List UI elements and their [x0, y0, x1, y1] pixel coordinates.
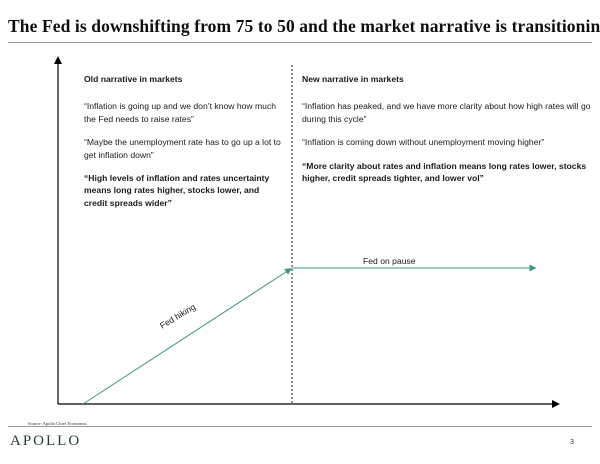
fed-hiking-arrow — [82, 268, 292, 405]
fed-pause-label: Fed on pause — [363, 256, 416, 266]
page-number: 3 — [570, 439, 574, 446]
old-narrative-quote-1: “Inflation is going up and we don’t know… — [84, 101, 277, 124]
title-divider — [8, 42, 592, 43]
new-narrative-column: New narrative in markets “Inflation has … — [302, 73, 594, 184]
source-note: Source: Apollo Chief Economist — [28, 421, 87, 426]
apollo-logo: APOLLO — [10, 433, 82, 449]
new-narrative-quote-1: “Inflation has peaked, and we have more … — [302, 101, 591, 124]
footer-divider — [8, 426, 592, 427]
old-narrative-column: Old narrative in markets “Inflation is g… — [84, 73, 284, 209]
old-narrative-quote-2: “Maybe the unemployment rate has to go u… — [84, 137, 281, 160]
page-title: The Fed is downshifting from 75 to 50 an… — [8, 16, 600, 36]
old-narrative-heading: Old narrative in markets — [84, 74, 183, 84]
new-narrative-quote-2: “Inflation is coming down without unempl… — [302, 137, 545, 148]
new-narrative-conclusion: “More clarity about rates and inflation … — [302, 160, 587, 184]
new-narrative-heading: New narrative in markets — [302, 74, 404, 84]
old-narrative-conclusion: “High levels of inflation and rates unce… — [84, 173, 270, 208]
